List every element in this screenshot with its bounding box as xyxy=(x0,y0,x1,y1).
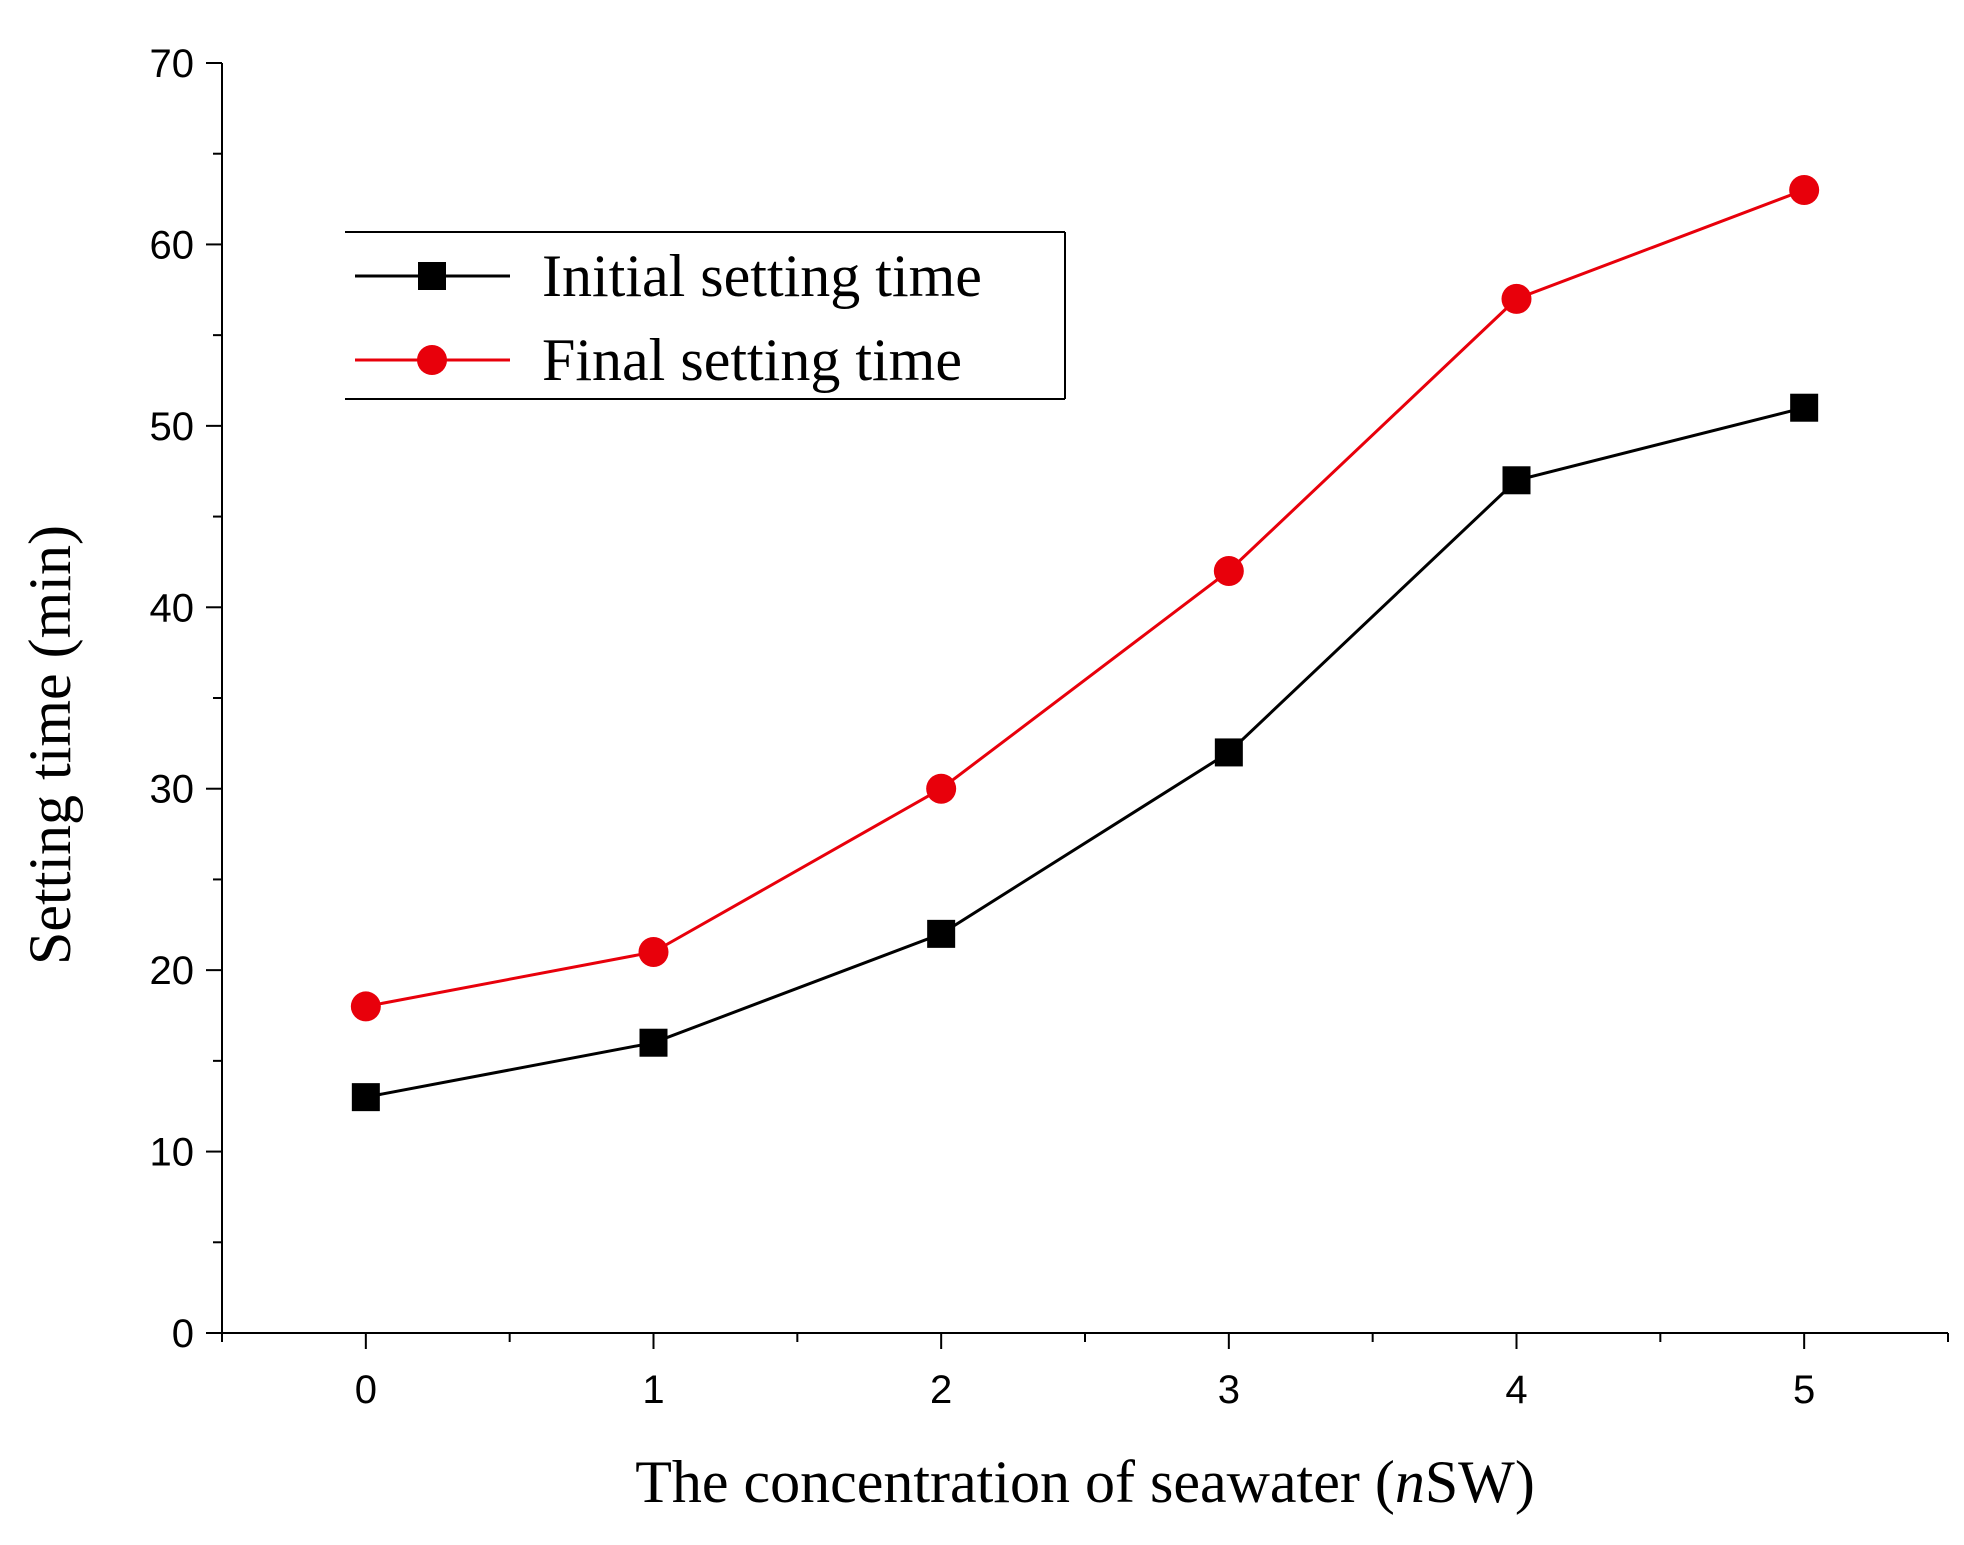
y-tick-label: 10 xyxy=(150,1131,195,1175)
y-tick-label: 50 xyxy=(150,405,195,449)
x-tick-label: 2 xyxy=(930,1368,952,1412)
legend-marker-initial xyxy=(418,262,446,290)
legend-label-initial: Initial setting time xyxy=(542,243,982,309)
x-axis-title: The concentration of seawater (nSW) xyxy=(635,1449,1535,1515)
data-point-final xyxy=(1501,283,1532,314)
series-layer xyxy=(350,175,1820,1112)
x-tick-label: 3 xyxy=(1218,1368,1240,1412)
series-line-initial xyxy=(365,406,1805,1099)
y-axis-title: Setting time (min) xyxy=(17,525,83,965)
y-tick-label: 40 xyxy=(150,586,195,630)
data-point-final xyxy=(926,773,957,804)
data-point-initial xyxy=(1790,393,1819,422)
data-point-initial xyxy=(927,919,956,948)
legend-label-final: Final setting time xyxy=(542,327,962,393)
data-point-initial xyxy=(1214,738,1243,767)
x-tick-label: 1 xyxy=(642,1368,664,1412)
y-tick-label: 20 xyxy=(150,949,195,993)
data-point-initial xyxy=(351,1083,380,1112)
data-point-final xyxy=(350,991,381,1022)
axes: 0 10 20 30 40 50 60 70 0 1 2 3 4 5 xyxy=(150,42,1949,1412)
data-point-final xyxy=(1789,175,1820,205)
data-point-initial xyxy=(1502,466,1531,495)
legend: Initial setting time Final setting time xyxy=(345,231,1066,400)
legend-marker-final xyxy=(417,345,447,375)
y-tick-label: 0 xyxy=(172,1312,194,1356)
y-tick-label: 60 xyxy=(150,223,195,267)
x-tick-label: 5 xyxy=(1793,1368,1815,1412)
data-point-final xyxy=(638,937,669,967)
y-tick-label: 30 xyxy=(150,768,195,812)
y-tick-label: 70 xyxy=(150,42,195,86)
x-tick-label: 0 xyxy=(355,1368,377,1412)
x-tick-label: 4 xyxy=(1505,1368,1527,1412)
data-point-final xyxy=(1213,556,1244,586)
series-line-final xyxy=(365,188,1805,1008)
data-point-initial xyxy=(639,1028,668,1057)
legend-box xyxy=(345,232,1065,399)
